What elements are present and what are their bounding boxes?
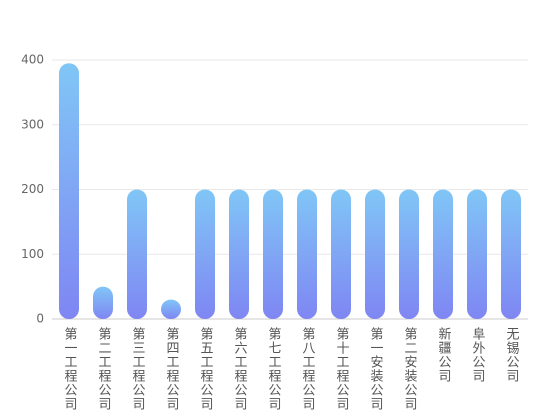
bar <box>263 189 283 319</box>
bar <box>161 299 181 319</box>
x-tick-label: 第三工程公司 <box>130 327 146 411</box>
x-tick-label: 第八工程公司 <box>300 327 316 411</box>
x-tick-label: 第一工程公司 <box>62 327 78 411</box>
bar <box>365 189 385 319</box>
y-tick-label: 200 <box>21 182 44 196</box>
bar <box>467 189 487 319</box>
x-tick-label: 第一安装公司 <box>368 327 384 411</box>
x-tick-label: 第二安装公司 <box>402 327 418 411</box>
bar <box>93 286 113 319</box>
bar <box>399 189 419 319</box>
y-tick-label: 100 <box>21 247 44 261</box>
bar <box>297 189 317 319</box>
x-tick-label: 新疆公司 <box>436 326 452 383</box>
x-tick-label: 第十工程公司 <box>334 327 350 411</box>
x-tick-label: 第六工程公司 <box>232 327 248 411</box>
bar <box>433 189 453 319</box>
x-tick-label: 阜外公司 <box>470 326 486 383</box>
x-tick-label: 第四工程公司 <box>164 327 180 411</box>
x-tick-label: 第二工程公司 <box>96 327 112 411</box>
x-tick-label: 第五工程公司 <box>198 327 214 411</box>
y-tick-label: 300 <box>21 117 44 131</box>
bar <box>127 189 147 319</box>
bar <box>331 189 351 319</box>
x-tick-label: 第七工程公司 <box>266 327 282 411</box>
bar <box>229 189 249 319</box>
bar <box>501 189 521 319</box>
x-tick-label: 无锡公司 <box>504 327 520 383</box>
y-tick-label: 0 <box>36 312 44 326</box>
y-tick-label: 400 <box>21 53 44 67</box>
bar <box>195 189 215 319</box>
bar <box>59 63 79 319</box>
